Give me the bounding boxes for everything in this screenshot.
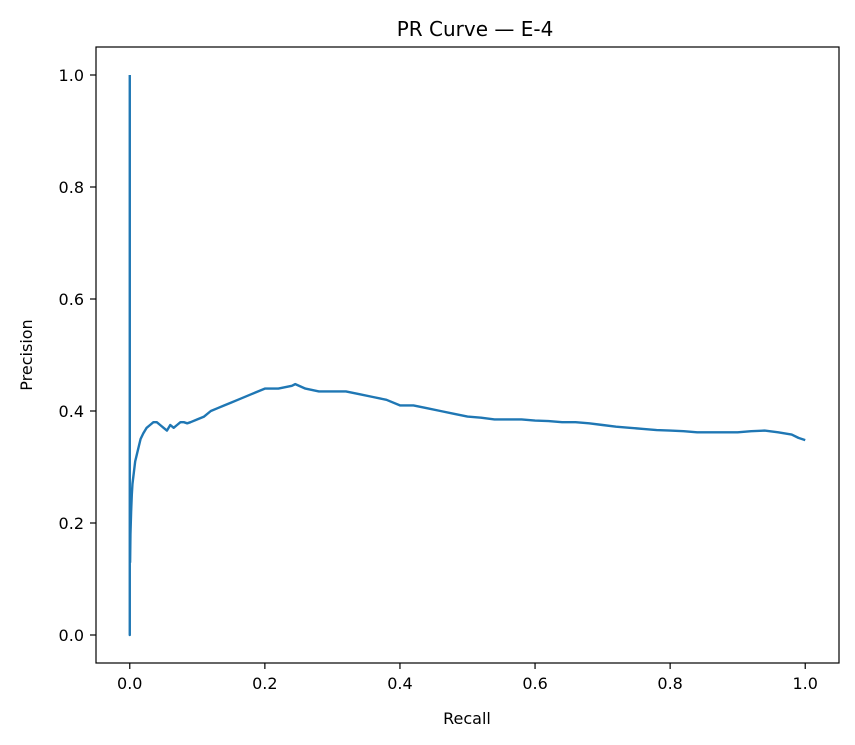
y-tick-label: 0.6 xyxy=(59,290,84,309)
x-axis-label: Recall xyxy=(443,709,491,728)
y-tick-label: 0.0 xyxy=(59,626,84,645)
x-tick-label: 0.6 xyxy=(522,674,547,693)
x-axis-ticks: 0.0 0.2 0.4 0.6 0.8 1.0 xyxy=(117,663,818,693)
plot-area xyxy=(96,47,839,663)
x-tick-label: 0.0 xyxy=(117,674,142,693)
plot-frame xyxy=(95,46,840,664)
y-tick-label: 1.0 xyxy=(59,66,84,85)
x-tick-label: 0.2 xyxy=(252,674,277,693)
y-tick-label: 0.2 xyxy=(59,514,84,533)
chart-title: PR Curve — E-4 xyxy=(397,17,554,41)
x-tick-label: 0.8 xyxy=(657,674,682,693)
y-tick-label: 0.4 xyxy=(59,402,84,421)
series-layer xyxy=(128,75,806,637)
y-tick-label: 0.8 xyxy=(59,178,84,197)
x-tick-label: 0.4 xyxy=(387,674,412,693)
x-tick-label: 1.0 xyxy=(793,674,818,693)
y-axis-ticks: 0.0 0.2 0.4 0.6 0.8 1.0 xyxy=(59,66,96,645)
y-axis-label: Precision xyxy=(17,319,36,390)
pr-curve-line xyxy=(128,75,806,637)
